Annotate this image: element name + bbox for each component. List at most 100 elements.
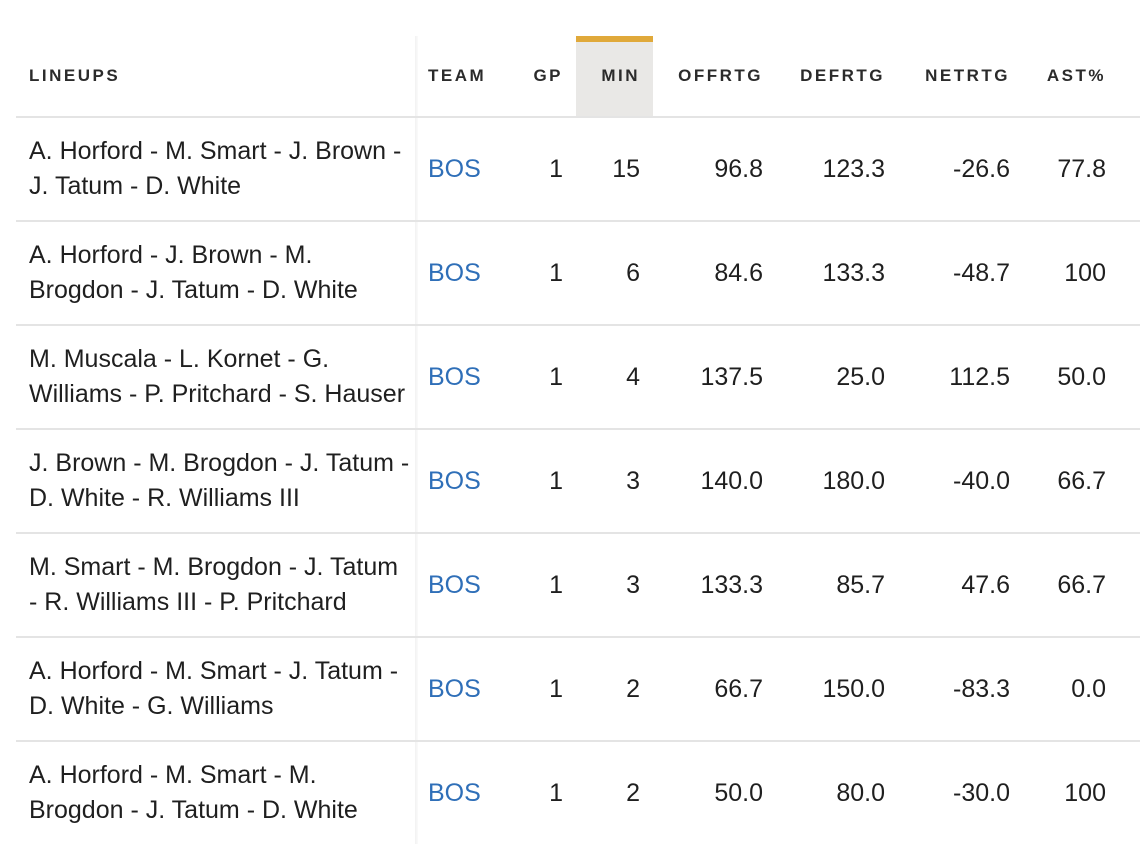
team-cell: BOS <box>416 222 526 324</box>
team-cell: BOS <box>416 638 526 740</box>
lineup-line-2: Brogdon - J. Tatum - D. White <box>29 796 358 824</box>
lineup-cell: A. Horford - M. Smart - J. Tatum - D. Wh… <box>16 638 416 740</box>
defrtg-cell: 133.3 <box>763 222 885 324</box>
min-cell: 3 <box>576 534 640 636</box>
min-cell: 6 <box>576 222 640 324</box>
offrtg-value: 66.7 <box>714 674 763 703</box>
lineup-cell: J. Brown - M. Brogdon - J. Tatum - D. Wh… <box>16 430 416 532</box>
ast-pct-cell: 66.7 <box>1010 534 1106 636</box>
offrtg-value: 140.0 <box>700 466 763 495</box>
min-value: 15 <box>612 154 640 183</box>
min-value: 3 <box>626 466 640 495</box>
table-row: J. Brown - M. Brogdon - J. Tatum - D. Wh… <box>16 428 1140 532</box>
lineup-cell: A. Horford - M. Smart - M. Brogdon - J. … <box>16 742 416 844</box>
header-team[interactable]: TEAM <box>428 66 487 85</box>
offrtg-value: 96.8 <box>714 154 763 183</box>
ast-pct-cell: 50.0 <box>1010 326 1106 428</box>
min-value: 2 <box>626 778 640 807</box>
lineup-line-1: M. Muscala - L. Kornet - G. <box>29 345 330 373</box>
lineup-line-1: A. Horford - M. Smart - J. Brown - <box>29 137 402 165</box>
min-value: 6 <box>626 258 640 287</box>
gp-cell: 1 <box>526 534 563 636</box>
team-link[interactable]: BOS <box>428 570 481 599</box>
lineup-line-1: A. Horford - J. Brown - M. <box>29 241 313 269</box>
lineup-line-2: D. White - R. Williams III <box>29 484 300 512</box>
team-link[interactable]: BOS <box>428 674 481 703</box>
netrtg-cell: -83.3 <box>885 638 1010 740</box>
team-link[interactable]: BOS <box>428 154 481 183</box>
sorted-column-indicator <box>576 36 653 42</box>
header-netrtg[interactable]: NETRTG <box>925 66 1010 85</box>
ast-pct-value: 100 <box>1064 778 1106 807</box>
defrtg-cell: 123.3 <box>763 118 885 220</box>
table-row: M. Smart - M. Brogdon - J. Tatum - R. Wi… <box>16 532 1140 636</box>
lineup-names: M. Smart - M. Brogdon - J. Tatum - R. Wi… <box>29 550 398 620</box>
team-link[interactable]: BOS <box>428 466 481 495</box>
team-link[interactable]: BOS <box>428 362 481 391</box>
header-offrtg[interactable]: OFFRTG <box>678 66 763 85</box>
lineup-cell: A. Horford - J. Brown - M. Brogdon - J. … <box>16 222 416 324</box>
sticky-column-divider <box>415 36 418 844</box>
defrtg-value: 180.0 <box>822 466 885 495</box>
netrtg-cell: -40.0 <box>885 430 1010 532</box>
header-min[interactable]: MIN <box>601 66 640 85</box>
min-cell: 15 <box>576 118 640 220</box>
gp-cell: 1 <box>526 222 563 324</box>
ast-pct-value: 77.8 <box>1057 154 1106 183</box>
netrtg-cell: 47.6 <box>885 534 1010 636</box>
defrtg-cell: 80.0 <box>763 742 885 844</box>
ast-pct-cell: 100 <box>1010 222 1106 324</box>
team-cell: BOS <box>416 534 526 636</box>
lineup-line-1: A. Horford - M. Smart - M. <box>29 761 317 789</box>
header-lineups[interactable]: LINEUPS <box>29 66 121 85</box>
lineups-table: LINEUPS TEAM GP MIN OFFRTG DEFRTG NETRTG… <box>16 36 1140 844</box>
lineup-names: A. Horford - M. Smart - M. Brogdon - J. … <box>29 758 358 828</box>
offrtg-cell: 140.0 <box>653 430 763 532</box>
ast-pct-value: 66.7 <box>1057 570 1106 599</box>
header-defrtg[interactable]: DEFRTG <box>800 66 885 85</box>
ast-pct-value: 100 <box>1064 258 1106 287</box>
gp-value: 1 <box>549 362 563 391</box>
gp-cell: 1 <box>526 430 563 532</box>
gp-value: 1 <box>549 154 563 183</box>
defrtg-value: 123.3 <box>822 154 885 183</box>
header-gp[interactable]: GP <box>533 66 563 85</box>
gp-cell: 1 <box>526 742 563 844</box>
gp-cell: 1 <box>526 638 563 740</box>
lineup-line-2: J. Tatum - D. White <box>29 172 242 200</box>
offrtg-cell: 66.7 <box>653 638 763 740</box>
offrtg-value: 133.3 <box>700 570 763 599</box>
gp-cell: 1 <box>526 326 563 428</box>
lineup-line-2: D. White - G. Williams <box>29 692 274 720</box>
defrtg-value: 133.3 <box>822 258 885 287</box>
lineup-line-2: Williams - P. Pritchard - S. Hauser <box>29 380 406 408</box>
ast-pct-value: 0.0 <box>1071 674 1106 703</box>
table-row: A. Horford - M. Smart - J. Brown - J. Ta… <box>16 116 1140 220</box>
team-cell: BOS <box>416 118 526 220</box>
defrtg-cell: 180.0 <box>763 430 885 532</box>
header-ast-pct[interactable]: AST% <box>1046 66 1106 85</box>
team-cell: BOS <box>416 326 526 428</box>
offrtg-value: 50.0 <box>714 778 763 807</box>
defrtg-value: 150.0 <box>822 674 885 703</box>
defrtg-cell: 25.0 <box>763 326 885 428</box>
gp-value: 1 <box>549 258 563 287</box>
team-link[interactable]: BOS <box>428 258 481 287</box>
netrtg-value: -48.7 <box>953 258 1010 287</box>
sorted-column-highlight <box>576 36 653 116</box>
offrtg-value: 137.5 <box>700 362 763 391</box>
offrtg-cell: 50.0 <box>653 742 763 844</box>
team-cell: BOS <box>416 742 526 844</box>
ast-pct-cell: 77.8 <box>1010 118 1106 220</box>
defrtg-cell: 85.7 <box>763 534 885 636</box>
offrtg-cell: 84.6 <box>653 222 763 324</box>
lineup-cell: M. Smart - M. Brogdon - J. Tatum - R. Wi… <box>16 534 416 636</box>
lineup-line-1: J. Brown - M. Brogdon - J. Tatum - <box>29 449 410 477</box>
defrtg-value: 80.0 <box>836 778 885 807</box>
netrtg-value: -30.0 <box>953 778 1010 807</box>
team-link[interactable]: BOS <box>428 778 481 807</box>
ast-pct-cell: 0.0 <box>1010 638 1106 740</box>
lineup-names: M. Muscala - L. Kornet - G. Williams - P… <box>29 342 405 412</box>
table-body: A. Horford - M. Smart - J. Brown - J. Ta… <box>16 116 1140 844</box>
lineup-line-2: Brogdon - J. Tatum - D. White <box>29 276 358 304</box>
